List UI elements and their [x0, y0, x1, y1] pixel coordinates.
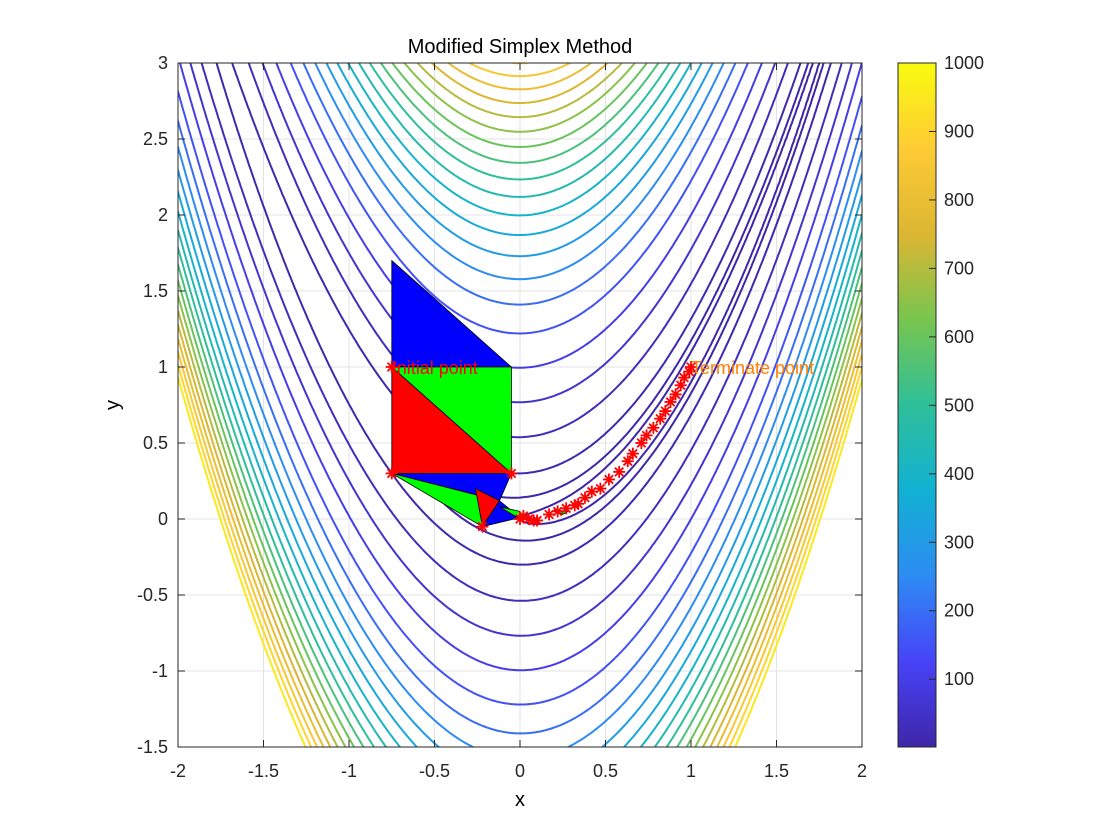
vertex-marker — [664, 395, 677, 408]
y-tick-label: -0.5 — [137, 585, 168, 605]
y-tick-label: 1 — [158, 357, 168, 377]
contour-line — [178, 63, 862, 747]
contour-line — [178, 63, 862, 747]
x-tick-label: -0.5 — [419, 761, 450, 781]
colorbar-tick-label: 400 — [944, 464, 974, 484]
vertex-marker — [659, 405, 672, 418]
contour-line — [200, 63, 843, 602]
vertex-marker — [476, 520, 489, 533]
x-axis-label: x — [515, 789, 525, 811]
vertex-marker — [654, 412, 667, 425]
x-tick-label: -2 — [170, 761, 186, 781]
y-tick-label: 2.5 — [143, 129, 168, 149]
colorbar-tick-label: 1000 — [944, 53, 984, 73]
colorbar-tick-label: 800 — [944, 190, 974, 210]
contour-lines — [178, 63, 862, 747]
vertex-marker — [685, 361, 697, 373]
annotation-label: Terminate point — [691, 358, 814, 378]
contour-line — [178, 63, 862, 747]
contour-line — [178, 63, 862, 747]
y-tick-label: 0.5 — [143, 433, 168, 453]
vertex-marker — [647, 421, 660, 434]
chart-title: Modified Simplex Method — [408, 36, 633, 58]
contour-line — [178, 63, 862, 747]
simplex-polygons — [390, 259, 570, 528]
vertex-marker — [385, 467, 398, 480]
x-tick-label: -1.5 — [248, 761, 279, 781]
contour-line — [178, 63, 862, 747]
vertex-marker — [531, 514, 544, 527]
vertex-marker — [640, 429, 653, 442]
contour-line — [178, 63, 862, 747]
x-tick-label: 0 — [515, 761, 525, 781]
annotation-label: Initial point — [392, 358, 478, 378]
contour-line — [178, 63, 862, 747]
contour-line — [178, 63, 862, 747]
vertex-marker — [543, 508, 556, 521]
vertex-marker — [602, 473, 615, 486]
contour-line — [178, 63, 862, 747]
annotations: Initial point Terminate point — [392, 358, 814, 378]
y-tick-label: 2 — [158, 205, 168, 225]
contour-line — [178, 376, 862, 747]
contour-line — [178, 63, 862, 747]
y-axis-label: y — [102, 400, 124, 410]
contour-line — [178, 63, 862, 735]
colorbar-tick-label: 300 — [944, 532, 974, 552]
vertex-marker — [385, 361, 398, 373]
vertex-marker — [572, 497, 585, 510]
vertex-marker — [621, 455, 634, 468]
y-tick-label: -1 — [152, 661, 168, 681]
y-tick-label: 0 — [158, 509, 168, 529]
colorbar-tick-label: 600 — [944, 327, 974, 347]
x-axis-ticks: -2 -1.5 -1 -0.5 0 0.5 1 1.5 2 — [170, 63, 867, 781]
y-axis-ticks: -1.5 -1 -0.5 0 0.5 1 1.5 2 2.5 3 — [137, 53, 862, 757]
contour-line — [178, 63, 862, 706]
y-tick-label: 3 — [158, 53, 168, 73]
vertex-marker — [594, 482, 607, 495]
x-tick-label: 1.5 — [764, 761, 789, 781]
colorbar-tick-label: 200 — [944, 601, 974, 621]
colorbar-tick-label: 500 — [944, 395, 974, 415]
colorbar-ticks: 100 200 300 400 500 600 700 800 900 1000 — [929, 53, 984, 689]
x-tick-label: 2 — [857, 761, 867, 781]
vertex-marker — [635, 437, 648, 449]
y-tick-label: 1.5 — [143, 281, 168, 301]
contour-line — [178, 63, 862, 747]
vertex-marker — [505, 467, 518, 480]
colorbar-tick-label: 100 — [944, 669, 974, 689]
y-tick-label: -1.5 — [137, 737, 168, 757]
x-tick-label: -1 — [341, 761, 357, 781]
vertex-marker — [613, 465, 626, 478]
vertex-marker — [669, 388, 682, 401]
x-tick-label: 1 — [686, 761, 696, 781]
simplex-vertices — [385, 361, 697, 533]
vertex-marker — [626, 447, 639, 460]
colorbar-tick-label: 900 — [944, 121, 974, 141]
contour-line — [178, 63, 862, 747]
colorbar-tick-label: 700 — [944, 258, 974, 278]
x-tick-label: 0.5 — [593, 761, 618, 781]
contour-line — [178, 63, 862, 747]
